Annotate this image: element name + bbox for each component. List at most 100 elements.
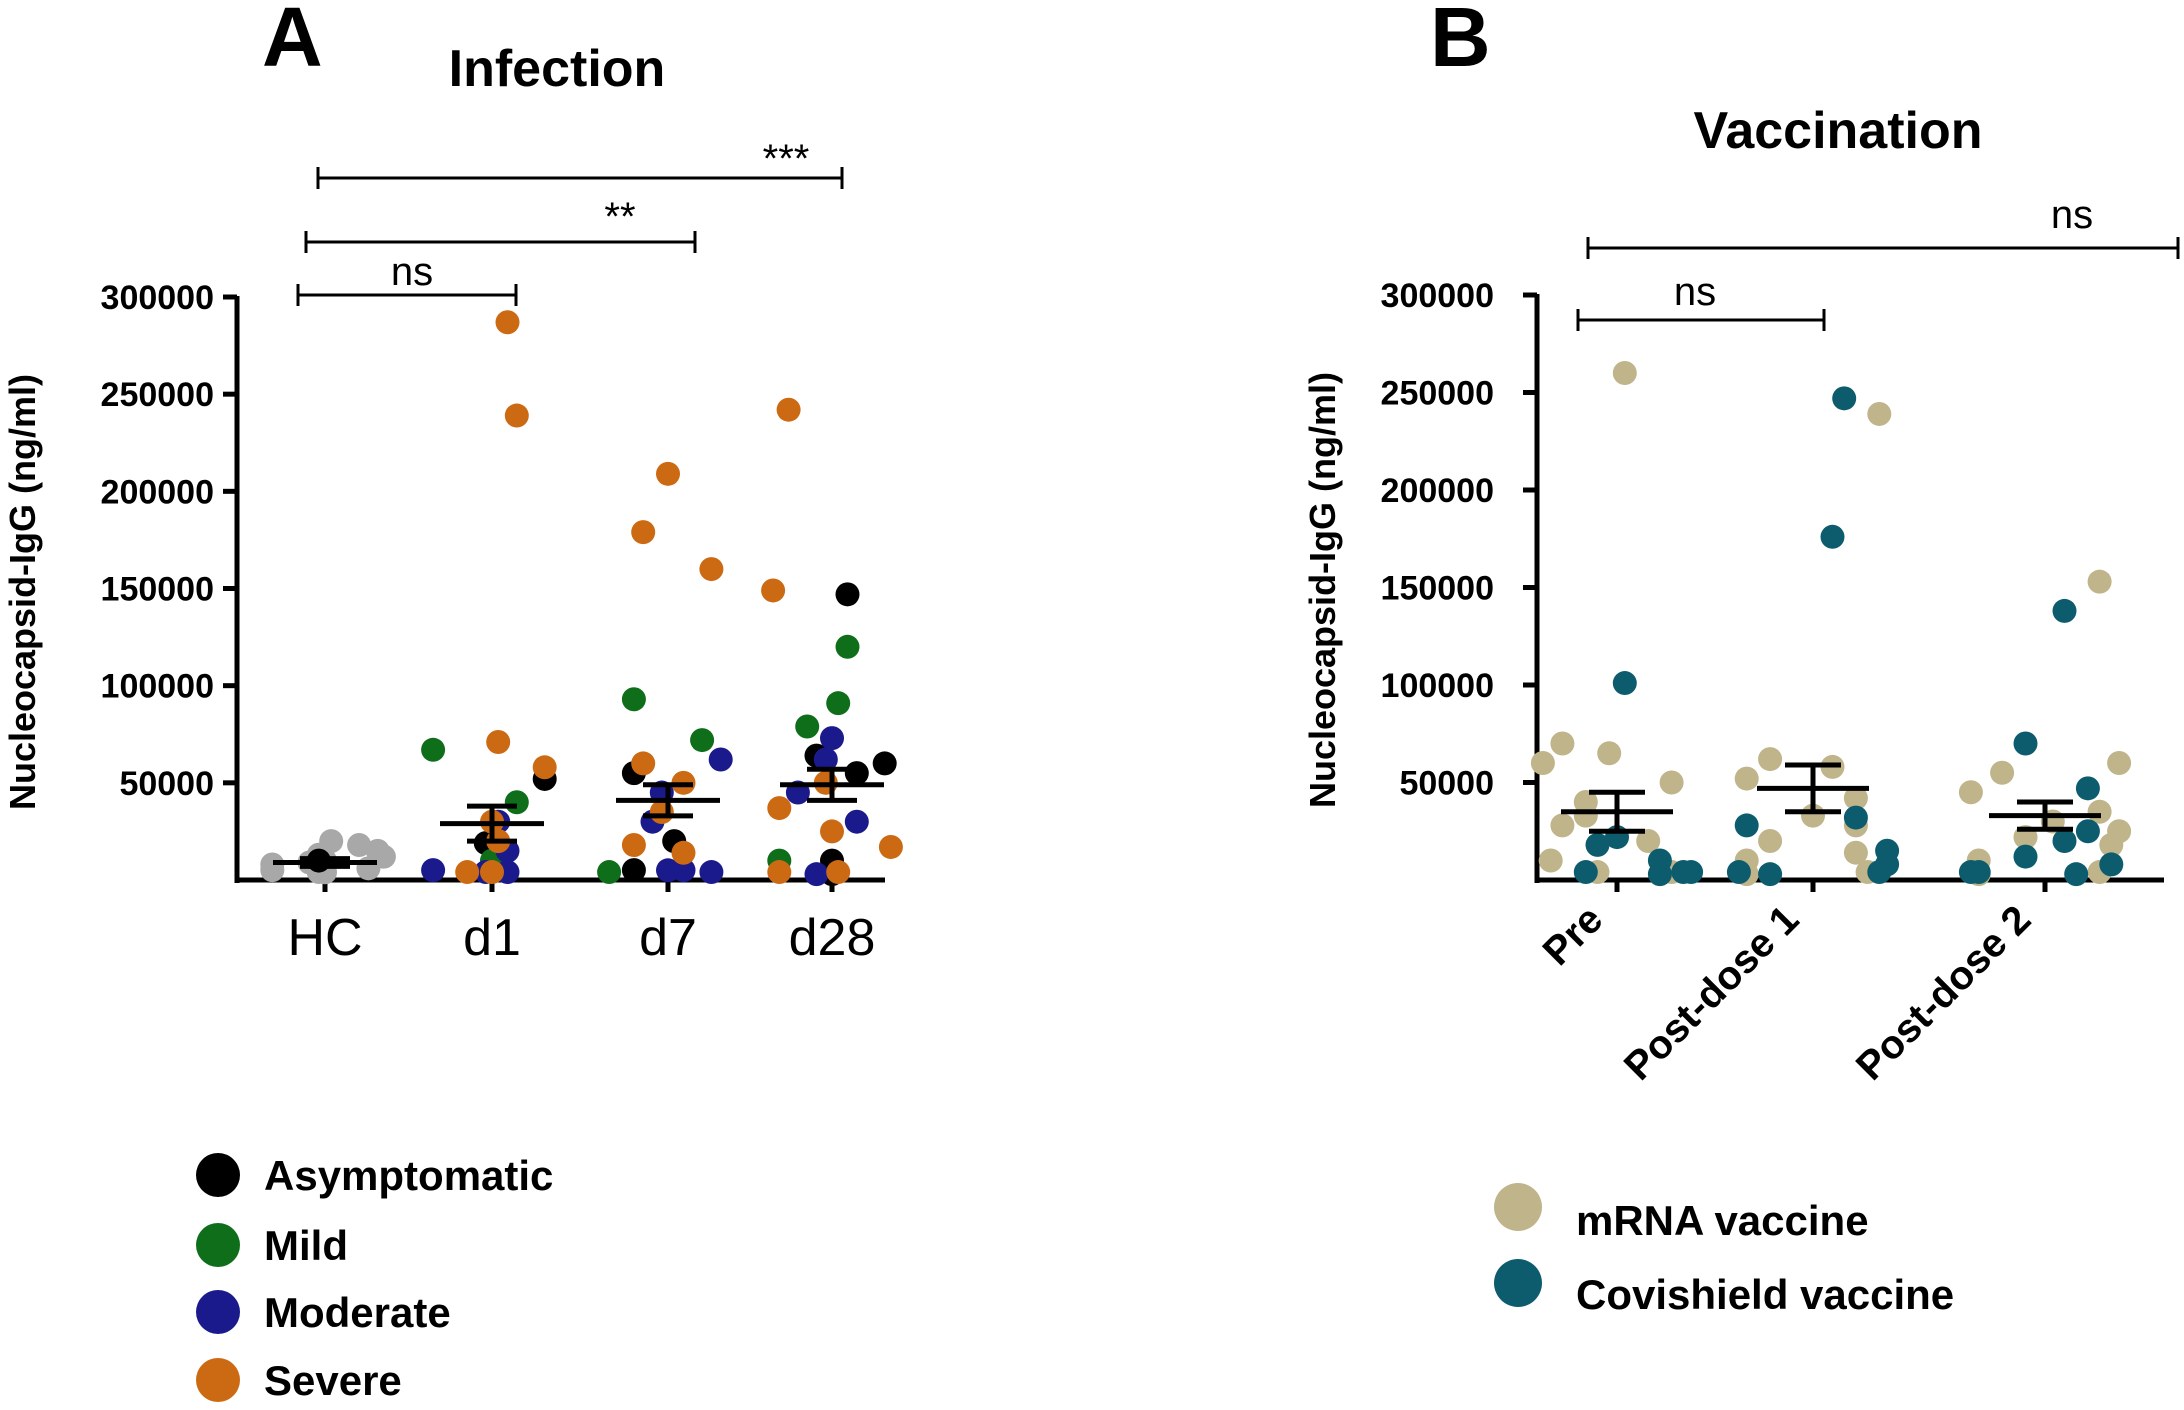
data-point-mrna-vaccine — [1612, 361, 1637, 385]
legend-item-severe: Severe — [196, 1357, 402, 1404]
data-point-severe — [826, 860, 851, 885]
data-point-moderate — [708, 747, 733, 772]
data-point-mrna-vaccine — [1597, 741, 1622, 766]
panel-b-xtick-label-post-dose-1: Post-dose 1 — [1616, 897, 1807, 1088]
data-point-mrna-vaccine — [1843, 840, 1868, 865]
data-point-severe — [776, 397, 801, 422]
data-point-severe — [504, 403, 529, 428]
data-point-severe — [656, 461, 680, 486]
data-point-covishield-vaccine — [1820, 524, 1845, 549]
data-point-covishield-vaccine — [1832, 386, 1857, 411]
panel-a-y-axis-label: Nucleocapsid-IgG (ng/ml) — [2, 374, 43, 810]
data-point-severe — [455, 860, 480, 885]
panel-b-ytick-label: 300000 — [1381, 277, 1494, 315]
panel-a-xtick-label-hc: HC — [287, 909, 362, 967]
panel-b-ytick-label: 50000 — [1399, 765, 1494, 803]
data-point-mild — [835, 634, 860, 659]
legend-item-asymptomatic: Asymptomatic — [196, 1152, 553, 1199]
panel-a-ytick-label: 300000 — [101, 279, 214, 317]
data-point-covishield-vaccine — [2064, 862, 2089, 887]
legend-swatch-mrna-vaccine — [1494, 1183, 1542, 1231]
legend-swatch-covishield-vaccine — [1494, 1259, 1542, 1307]
panel-b-vaccination: B Vaccination Nucleocapsid-IgG (ng/ml) 5… — [1302, 0, 2180, 1318]
panel-b-ytick-label: 250000 — [1381, 375, 1494, 413]
panel-b-ytick-label: 150000 — [1381, 570, 1494, 608]
data-point-severe — [671, 840, 696, 865]
data-point-severe — [621, 833, 646, 858]
data-point-mrna-vaccine — [1659, 770, 1684, 795]
data-point-mild — [826, 691, 851, 716]
panel-a-infection: A Infection Nucleocapsid-IgG (ng/ml) 500… — [2, 0, 903, 1404]
legend-label-mild: Mild — [264, 1222, 348, 1269]
data-point-healthy-control — [347, 833, 372, 858]
data-point-moderate — [421, 858, 446, 883]
data-point-severe — [495, 310, 520, 335]
data-point-moderate — [804, 862, 829, 887]
data-point-covishield-vaccine — [1843, 805, 1868, 830]
data-point-severe — [631, 520, 656, 545]
data-point-covishield-vaccine — [1726, 860, 1751, 885]
data-point-mild — [690, 728, 715, 753]
data-point-mrna-vaccine — [2107, 751, 2132, 775]
data-point-moderate — [844, 809, 869, 834]
data-point-severe — [699, 557, 724, 582]
data-point-mrna-vaccine — [2099, 832, 2124, 857]
data-point-severe — [878, 834, 903, 859]
data-point-covishield-vaccine — [2013, 731, 2038, 756]
legend-item-covishield-vaccine: Covishield vaccine — [1494, 1259, 1954, 1318]
panel-b-ytick-label: 200000 — [1381, 472, 1494, 510]
data-point-mrna-vaccine — [1758, 829, 1783, 853]
significance-label: *** — [763, 137, 810, 181]
data-point-mrna-vaccine — [1758, 747, 1783, 772]
data-point-severe — [820, 819, 844, 844]
panel-a-legend: Asymptomatic Mild Moderate Severe — [196, 1152, 553, 1404]
data-point-covishield-vaccine — [2013, 844, 2038, 869]
data-point-mild — [421, 737, 446, 762]
data-point-mrna-vaccine — [1734, 766, 1759, 791]
panel-a-xtick-label-d1: d1 — [463, 909, 521, 967]
data-point-severe — [486, 730, 511, 755]
data-point-mrna-vaccine — [1867, 401, 1892, 426]
data-point-severe — [480, 860, 504, 885]
data-point-mild — [597, 860, 622, 885]
data-point-mrna-vaccine — [1550, 813, 1575, 838]
data-point-covishield-vaccine — [1867, 860, 1892, 885]
data-point-mrna-vaccine — [1958, 780, 1983, 805]
legend-label-severe: Severe — [264, 1357, 402, 1404]
significance-label: ns — [391, 250, 433, 294]
data-point-severe — [761, 578, 786, 603]
data-point-covishield-vaccine — [1734, 813, 1759, 838]
data-point-mild — [621, 687, 646, 712]
data-point-mild — [504, 790, 529, 815]
data-point-severe — [532, 755, 557, 780]
panel-a-title: Infection — [449, 40, 666, 98]
data-point-severe — [631, 751, 656, 776]
panel-a-ytick-label: 250000 — [101, 376, 214, 414]
panel-b-letter: B — [1430, 0, 1491, 84]
data-point-covishield-vaccine — [1966, 860, 1991, 885]
data-point-covishield-vaccine — [1573, 860, 1598, 885]
data-point-mrna-vaccine — [1990, 760, 2015, 785]
data-point-moderate — [820, 726, 844, 751]
legend-swatch-severe — [196, 1358, 240, 1402]
data-point-asymptomatic — [872, 751, 897, 776]
panel-b-xtick-label-pre: Pre — [1535, 897, 1612, 974]
panel-a-ytick-label: 100000 — [101, 668, 214, 706]
significance-label: ns — [2051, 193, 2093, 237]
data-point-covishield-vaccine — [1758, 862, 1783, 887]
data-point-moderate — [671, 858, 696, 883]
panel-a-ytick-label: 50000 — [119, 765, 214, 803]
data-point-healthy-control — [371, 844, 396, 869]
data-point-mild — [795, 714, 820, 739]
data-point-moderate — [699, 860, 724, 885]
data-point-covishield-vaccine — [2052, 829, 2077, 853]
data-point-moderate — [813, 747, 838, 772]
data-point-covishield-vaccine — [1585, 832, 1610, 857]
panel-b-xtick-label-post-dose-2: Post-dose 2 — [1848, 897, 2039, 1088]
data-point-severe — [767, 860, 792, 885]
data-point-mrna-vaccine — [1538, 848, 1563, 873]
legend-swatch-mild — [196, 1223, 240, 1267]
data-point-covishield-vaccine — [1671, 860, 1696, 885]
legend-item-mild: Mild — [196, 1222, 348, 1269]
